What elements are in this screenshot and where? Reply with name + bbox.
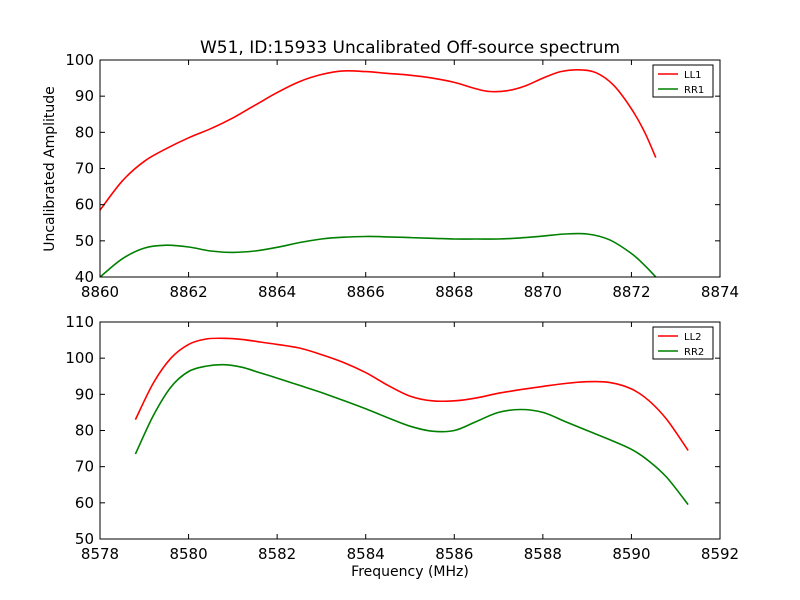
y-tick-label: 90 [75,385,94,403]
series-line-rr1 [99,232,657,278]
y-tick-label: 70 [75,458,94,476]
x-tick-label: 8582 [258,545,296,563]
series-line-ll2 [134,337,689,451]
x-tick-label: 8860 [81,283,119,301]
x-tick-label: 8872 [612,283,650,301]
y-tick-label: 90 [75,87,94,105]
x-tick-label: 8592 [701,545,739,563]
y-tick-label: 40 [75,268,94,286]
top-panel: 8860 8862 8864 8866 8868 8870 8872 8874 40 50 60 70… [65,51,739,301]
plot-frame [99,321,721,540]
y-tick-label: 50 [75,530,94,548]
x-tick-label: 8862 [169,283,207,301]
y-tick-label: 70 [75,160,94,178]
legend-label-ll1: LL1 [684,70,702,81]
series-line-rr2 [134,363,689,506]
y-tick-label: 80 [75,422,94,440]
x-tick-label: 8584 [347,545,385,563]
legend-label-rr2: RR2 [684,347,704,358]
x-tick-label: 8578 [81,545,119,563]
x-tick-label: 8864 [258,283,296,301]
y-tick-label: 60 [75,196,94,214]
x-tick-label: 8580 [169,545,207,563]
y-tick-label: 110 [65,313,94,331]
x-tick-label: 8588 [524,545,562,563]
series-line-ll1 [99,68,657,211]
y-tick-label: 80 [75,123,94,141]
x-tick-label: 8874 [701,283,739,301]
legend-box [652,64,714,98]
plot-frame [99,59,721,278]
y-tick-label: 100 [65,51,94,69]
x-tick-label: 8866 [347,283,385,301]
legend-box [652,326,714,360]
x-tick-label: 8870 [524,283,562,301]
x-axis-label: Frequency (MHz) [351,564,469,580]
x-tick-label: 8868 [435,283,473,301]
legend-label-ll2: LL2 [684,332,702,343]
x-tick-label: 8590 [612,545,650,563]
chart-title: W51, ID:15933 Uncalibrated Off-source sp… [200,38,620,58]
y-tick-label: 60 [75,494,94,512]
y-tick-label: 50 [75,232,94,250]
x-tick-label: 8586 [435,545,473,563]
y-axis-label: Uncalibrated Amplitude [42,86,58,252]
legend-label-rr1: RR1 [684,85,704,96]
y-tick-label: 100 [65,349,94,367]
bottom-panel: 8578 8580 8582 8584 8586 8588 8590 8592 50 60 70 80… [65,313,739,563]
